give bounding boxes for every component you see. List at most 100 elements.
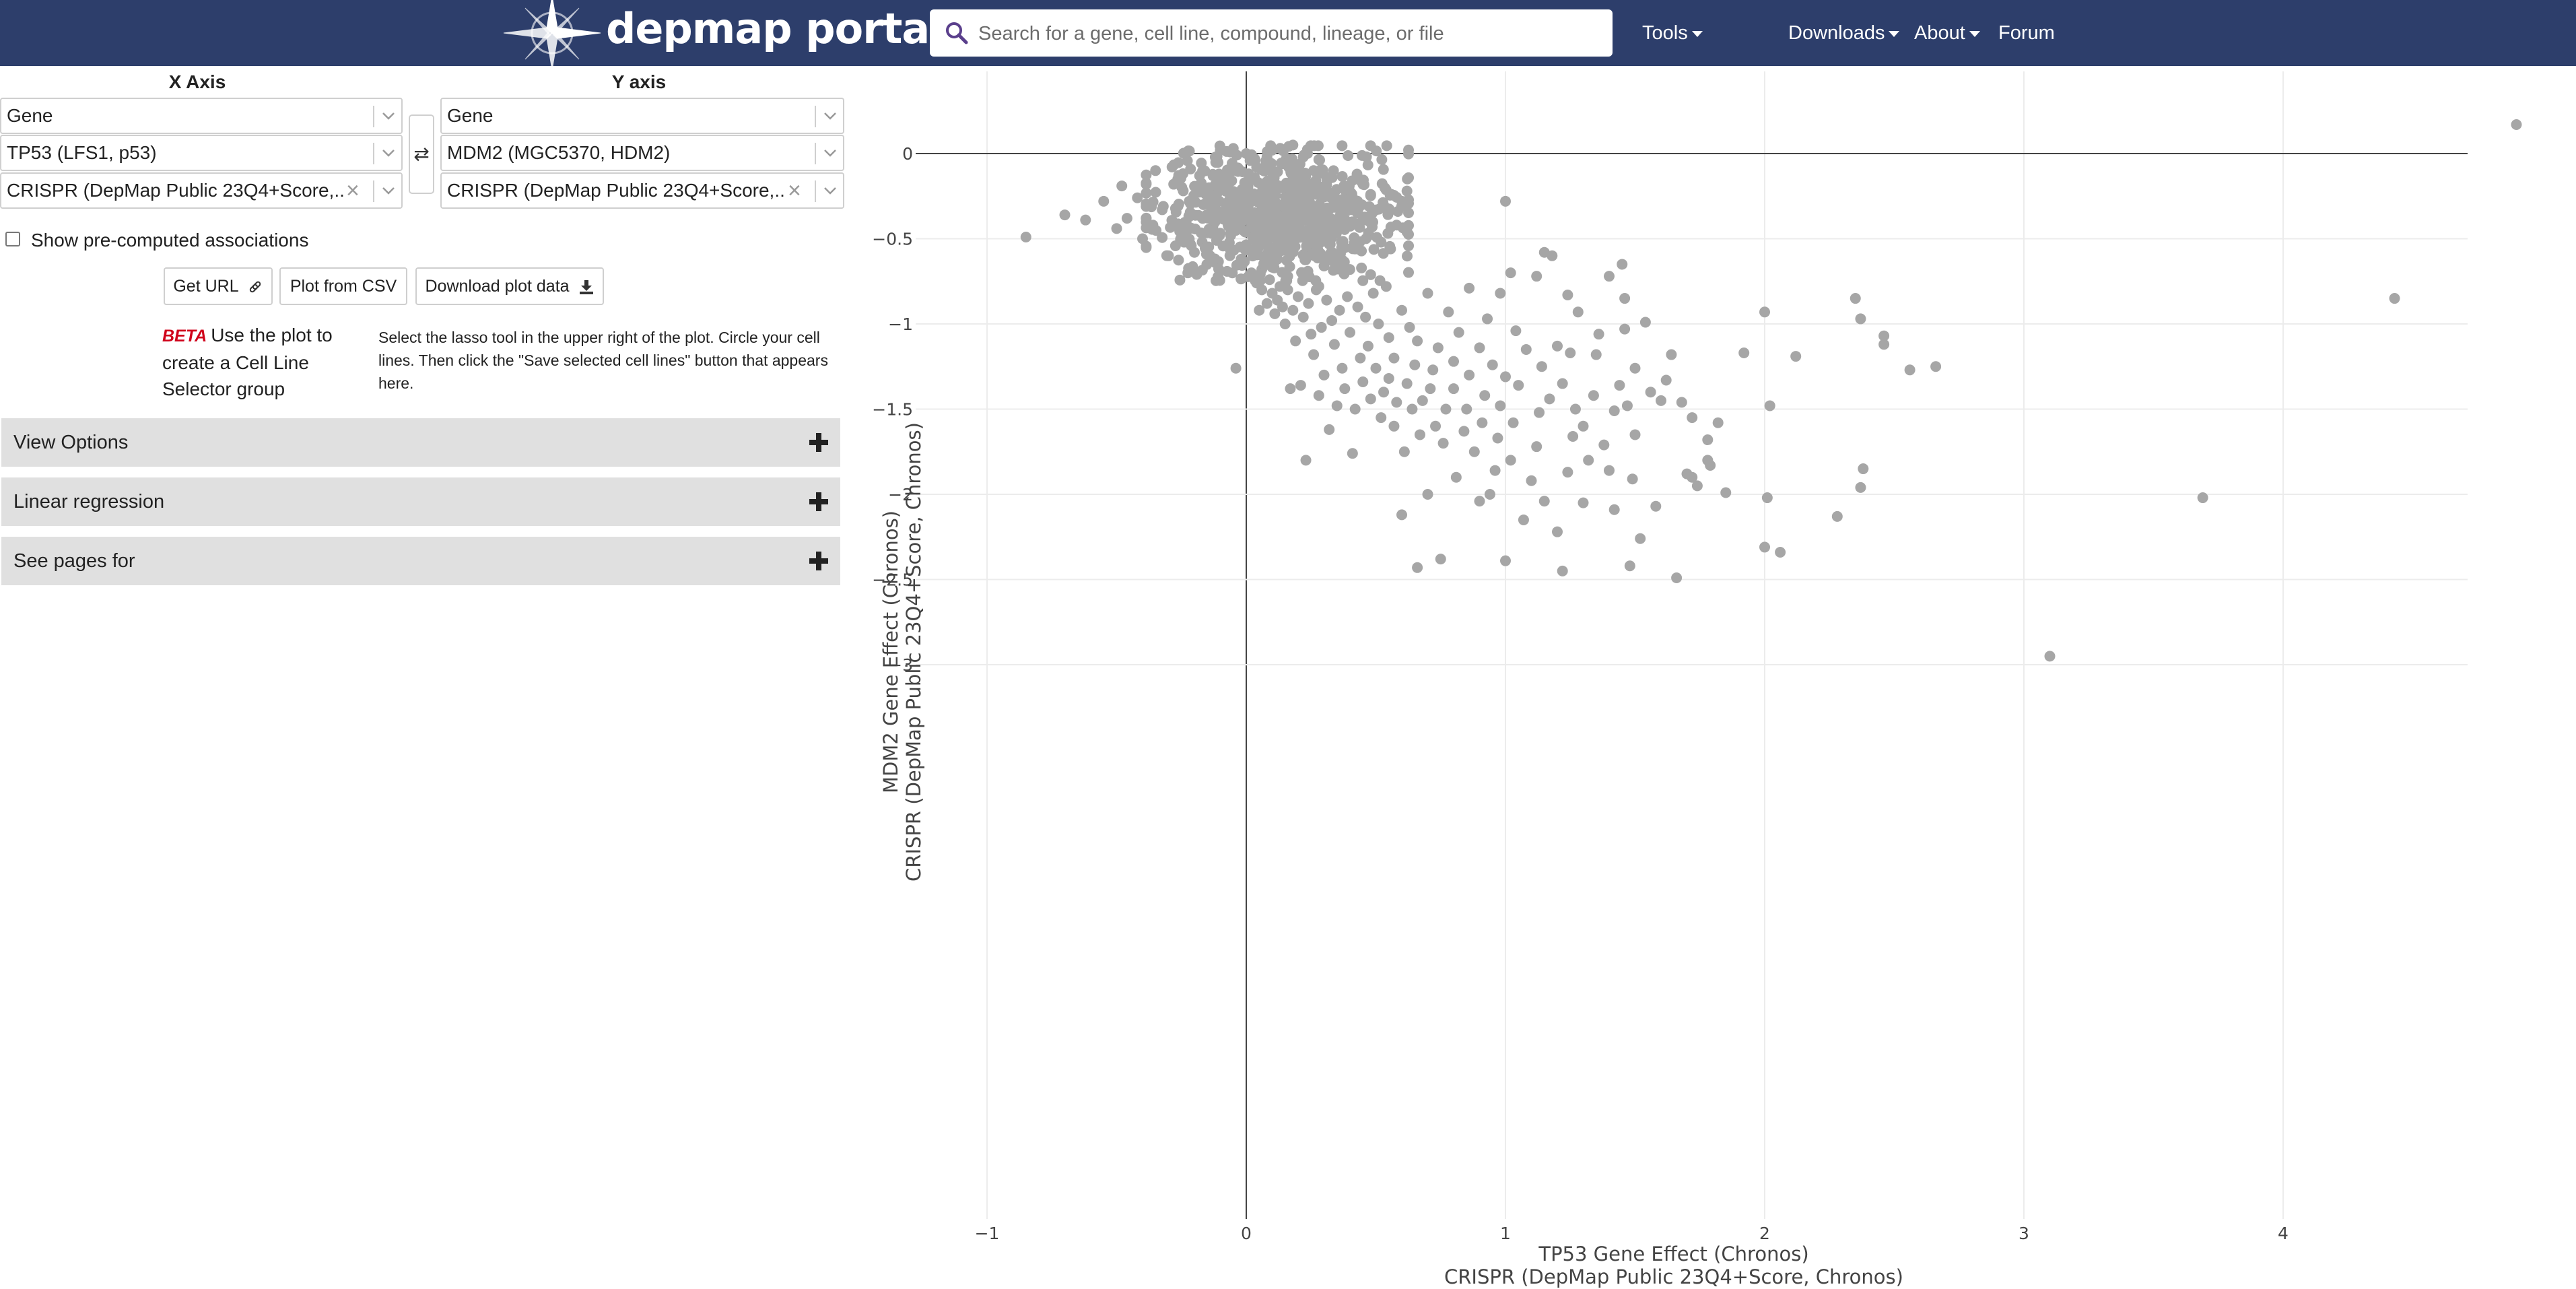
data-point: [1161, 250, 1172, 261]
get-url-label: Get URL: [173, 277, 238, 296]
accordion-linear-regression[interactable]: Linear regression: [1, 477, 840, 526]
data-point: [1271, 222, 1283, 234]
data-point: [1365, 269, 1376, 280]
nav-tools[interactable]: Tools: [1642, 0, 1703, 66]
link-icon: [249, 282, 261, 293]
nav-downloads[interactable]: Downloads: [1788, 0, 1900, 66]
data-point: [1150, 165, 1161, 176]
data-point: [1388, 352, 1400, 364]
clear-x-dataset-icon[interactable]: ×: [346, 178, 360, 203]
y-axis-title: Y axis: [611, 71, 667, 92]
y-type-select[interactable]: Gene: [440, 98, 844, 134]
data-point: [1301, 147, 1313, 159]
data-point: [1588, 390, 1599, 401]
data-point: [1116, 180, 1128, 192]
data-point: [1189, 180, 1200, 192]
data-point: [1930, 361, 1942, 372]
data-point: [1858, 463, 1869, 475]
data-point: [1367, 288, 1379, 299]
data-point: [1355, 352, 1366, 364]
y-axis-label: MDM2 Gene Effect (Chronos): [879, 510, 902, 793]
nav-forum[interactable]: Forum: [1998, 0, 2055, 66]
data-point: [1422, 489, 1433, 500]
data-point: [1544, 393, 1555, 405]
x-type-value: Gene: [7, 105, 53, 126]
y-dataset-select[interactable]: CRISPR (DepMap Public 23Q4+Score,... ×: [440, 172, 844, 209]
plot-from-csv-button[interactable]: Plot from CSV: [279, 267, 407, 305]
global-search[interactable]: [930, 9, 1613, 58]
compass-logo-icon: [503, 0, 601, 66]
data-point: [1275, 143, 1286, 154]
precomputed-associations-checkbox[interactable]: [5, 232, 20, 246]
caret-down-icon: [1969, 30, 1980, 37]
data-point: [1388, 420, 1400, 432]
accordion-view-options[interactable]: View Options: [1, 418, 840, 467]
data-point: [1531, 441, 1543, 453]
data-point: [1495, 400, 1506, 411]
data-point: [1321, 179, 1332, 191]
data-point: [1518, 514, 1529, 525]
data-point: [1285, 383, 1296, 395]
search-input[interactable]: [977, 9, 1599, 58]
data-point: [1666, 349, 1677, 360]
data-point: [1141, 169, 1152, 180]
data-point: [1448, 356, 1459, 367]
data-point: [1482, 313, 1493, 325]
data-point: [1598, 439, 1610, 451]
data-point: [1330, 250, 1341, 261]
beta-cell-line-selector-note: BETA Use the plot to create a Cell Line S…: [162, 322, 378, 402]
data-point: [1222, 180, 1233, 191]
data-point: [2389, 293, 2400, 304]
data-point: [1417, 395, 1428, 406]
data-point: [1222, 164, 1233, 176]
data-point: [1188, 190, 1200, 201]
data-point: [1565, 348, 1576, 359]
data-point: [1256, 164, 1267, 175]
swap-axes-button[interactable]: ⇄: [409, 114, 434, 194]
data-point: [1141, 187, 1152, 199]
data-point: [1299, 209, 1310, 220]
x-type-select[interactable]: Gene: [0, 98, 403, 134]
select-separator: [815, 143, 816, 164]
data-point: [1336, 171, 1348, 183]
data-point: [1349, 403, 1361, 415]
data-point: [1629, 429, 1641, 440]
nav-about[interactable]: About: [1914, 0, 1980, 66]
x-axis-label: TP53 Gene Effect (Chronos): [1538, 1243, 1808, 1265]
data-point: [1361, 151, 1372, 162]
caret-down-icon: [1889, 30, 1900, 37]
data-point: [1624, 560, 1635, 572]
clear-y-dataset-icon[interactable]: ×: [788, 178, 801, 203]
data-point: [1477, 417, 1488, 428]
data-point: [1207, 211, 1219, 222]
data-point: [1326, 315, 1338, 326]
data-point: [1368, 244, 1380, 255]
data-point: [1505, 455, 1516, 466]
data-point: [1182, 155, 1193, 166]
accordion-see-pages-for[interactable]: See pages for: [1, 537, 840, 585]
download-plot-data-button[interactable]: Download plot data: [415, 267, 604, 305]
x-dataset-select[interactable]: CRISPR (DepMap Public 23Q4+Score,... ×: [0, 172, 403, 209]
brand-logo[interactable]: depmap portal: [498, 0, 943, 66]
y-tick-label: −1: [888, 315, 913, 334]
data-point: [1363, 201, 1375, 212]
plus-icon: [809, 552, 828, 570]
data-point: [1212, 176, 1223, 188]
data-point: [1168, 159, 1180, 170]
data-point: [1312, 140, 1324, 152]
x-feature-select[interactable]: TP53 (LFS1, p53): [0, 135, 403, 171]
get-url-button[interactable]: Get URL: [164, 267, 273, 305]
data-point: [1225, 146, 1236, 158]
data-point: [1210, 157, 1221, 168]
data-point: [1403, 240, 1415, 251]
data-point: [1316, 218, 1327, 230]
data-point: [1059, 209, 1071, 221]
data-point: [1111, 223, 1122, 234]
data-point: [1206, 228, 1217, 239]
data-point: [1324, 424, 1335, 435]
y-feature-select[interactable]: MDM2 (MGC5370, HDM2): [440, 135, 844, 171]
scatter-plot[interactable]: −1 0 1 2 3 4 0 −0.5 −1 −1.5 −2 −2.5 −3 TP53 Gene Ef…: [855, 66, 2576, 1289]
data-point: [1316, 322, 1327, 333]
data-point: [1281, 275, 1293, 286]
nav-tools-label: Tools: [1642, 22, 1688, 44]
